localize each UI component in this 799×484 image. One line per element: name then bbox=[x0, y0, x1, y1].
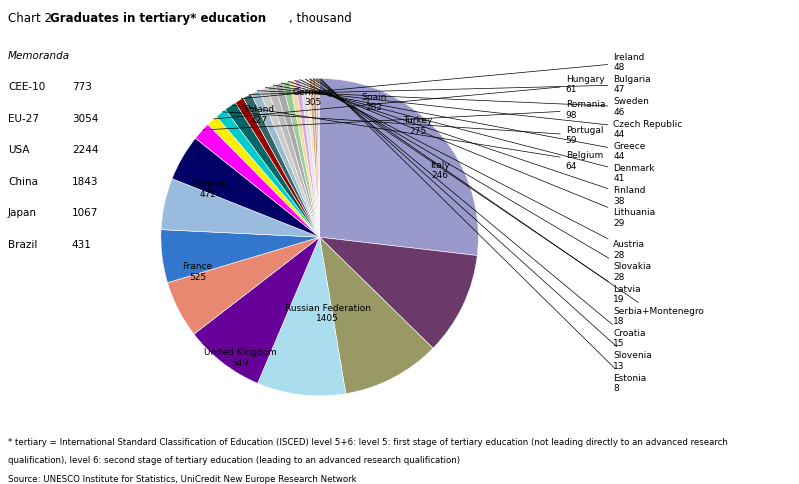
Text: Estonia
8: Estonia 8 bbox=[321, 79, 646, 393]
Wedge shape bbox=[267, 85, 320, 237]
Wedge shape bbox=[320, 237, 433, 394]
Wedge shape bbox=[225, 103, 320, 237]
Wedge shape bbox=[161, 229, 320, 283]
Text: Croatia
15: Croatia 15 bbox=[316, 79, 646, 348]
Text: Hungary
61: Hungary 61 bbox=[214, 75, 604, 119]
Text: qualification), level 6: second stage of tertiary education (leading to an advan: qualification), level 6: second stage of… bbox=[8, 456, 460, 466]
Text: Graduates in tertiary* education: Graduates in tertiary* education bbox=[50, 12, 265, 25]
Text: Austria
28: Austria 28 bbox=[300, 80, 646, 259]
Wedge shape bbox=[172, 138, 320, 237]
Text: Belgium
64: Belgium 64 bbox=[232, 105, 603, 171]
Text: Serbia+Montenegro
18: Serbia+Montenegro 18 bbox=[313, 78, 704, 326]
Text: Russian Federation
1405: Russian Federation 1405 bbox=[284, 303, 371, 323]
Text: 3054: 3054 bbox=[72, 114, 98, 124]
Text: Ireland
48: Ireland 48 bbox=[241, 53, 645, 99]
Text: 773: 773 bbox=[72, 82, 92, 92]
Text: Memoranda: Memoranda bbox=[8, 51, 70, 61]
Wedge shape bbox=[320, 237, 477, 348]
Wedge shape bbox=[320, 78, 479, 256]
Text: Germany
305: Germany 305 bbox=[292, 88, 334, 107]
Text: 431: 431 bbox=[72, 240, 92, 250]
Wedge shape bbox=[309, 78, 320, 237]
Wedge shape bbox=[243, 94, 320, 237]
Text: CEE-10: CEE-10 bbox=[8, 82, 46, 92]
Text: Italy
246: Italy 246 bbox=[431, 161, 450, 180]
Wedge shape bbox=[168, 237, 320, 334]
Text: 1067: 1067 bbox=[72, 208, 98, 218]
Text: Turkey
275: Turkey 275 bbox=[403, 116, 433, 136]
Text: , thousand: , thousand bbox=[289, 12, 352, 25]
Wedge shape bbox=[208, 117, 320, 237]
Text: Brazil: Brazil bbox=[8, 240, 38, 250]
Wedge shape bbox=[283, 81, 320, 237]
Text: Denmark
41: Denmark 41 bbox=[281, 83, 655, 183]
Wedge shape bbox=[251, 91, 320, 237]
Wedge shape bbox=[236, 98, 320, 237]
Wedge shape bbox=[161, 179, 320, 237]
Text: Greece
44: Greece 44 bbox=[273, 85, 646, 161]
Wedge shape bbox=[257, 237, 346, 396]
Text: Source: UNESCO Institute for Statistics, UniCredit New Europe Research Network: Source: UNESCO Institute for Statistics,… bbox=[8, 475, 356, 484]
Text: Ukraine
472: Ukraine 472 bbox=[191, 180, 226, 199]
Wedge shape bbox=[318, 78, 320, 237]
Text: Sweden
46: Sweden 46 bbox=[257, 91, 649, 117]
Text: France
525: France 525 bbox=[182, 262, 213, 282]
Text: Chart 2.: Chart 2. bbox=[8, 12, 59, 25]
Text: 2244: 2244 bbox=[72, 145, 98, 155]
Text: Japan: Japan bbox=[8, 208, 37, 218]
Text: Poland
427: Poland 427 bbox=[244, 105, 274, 124]
Text: Czech Republic
44: Czech Republic 44 bbox=[265, 88, 682, 139]
Text: 1843: 1843 bbox=[72, 177, 98, 187]
Text: China: China bbox=[8, 177, 38, 187]
Text: Finland
38: Finland 38 bbox=[288, 81, 646, 206]
Wedge shape bbox=[312, 78, 320, 237]
Wedge shape bbox=[295, 79, 320, 237]
Text: Lithuania
29: Lithuania 29 bbox=[295, 80, 655, 228]
Text: EU-27: EU-27 bbox=[8, 114, 39, 124]
Text: Bulgaria
47: Bulgaria 47 bbox=[249, 75, 651, 94]
Wedge shape bbox=[194, 237, 320, 383]
Text: Slovenia
13: Slovenia 13 bbox=[319, 79, 652, 371]
Wedge shape bbox=[196, 124, 320, 237]
Text: Latvia
19: Latvia 19 bbox=[310, 79, 641, 304]
Text: Spain
282: Spain 282 bbox=[361, 92, 386, 112]
Text: United Kingdom
549: United Kingdom 549 bbox=[204, 348, 276, 367]
Wedge shape bbox=[259, 87, 320, 237]
Text: * tertiary = International Standard Classification of Education (ISCED) level 5+: * tertiary = International Standard Clas… bbox=[8, 438, 728, 447]
Wedge shape bbox=[300, 79, 320, 237]
Wedge shape bbox=[275, 83, 320, 237]
Wedge shape bbox=[290, 80, 320, 237]
Text: Slovakia
28: Slovakia 28 bbox=[305, 79, 651, 282]
Text: USA: USA bbox=[8, 145, 30, 155]
Wedge shape bbox=[306, 79, 320, 237]
Text: Romania
98: Romania 98 bbox=[203, 101, 605, 130]
Text: Portugal
59: Portugal 59 bbox=[223, 112, 603, 145]
Wedge shape bbox=[217, 109, 320, 237]
Wedge shape bbox=[316, 78, 320, 237]
